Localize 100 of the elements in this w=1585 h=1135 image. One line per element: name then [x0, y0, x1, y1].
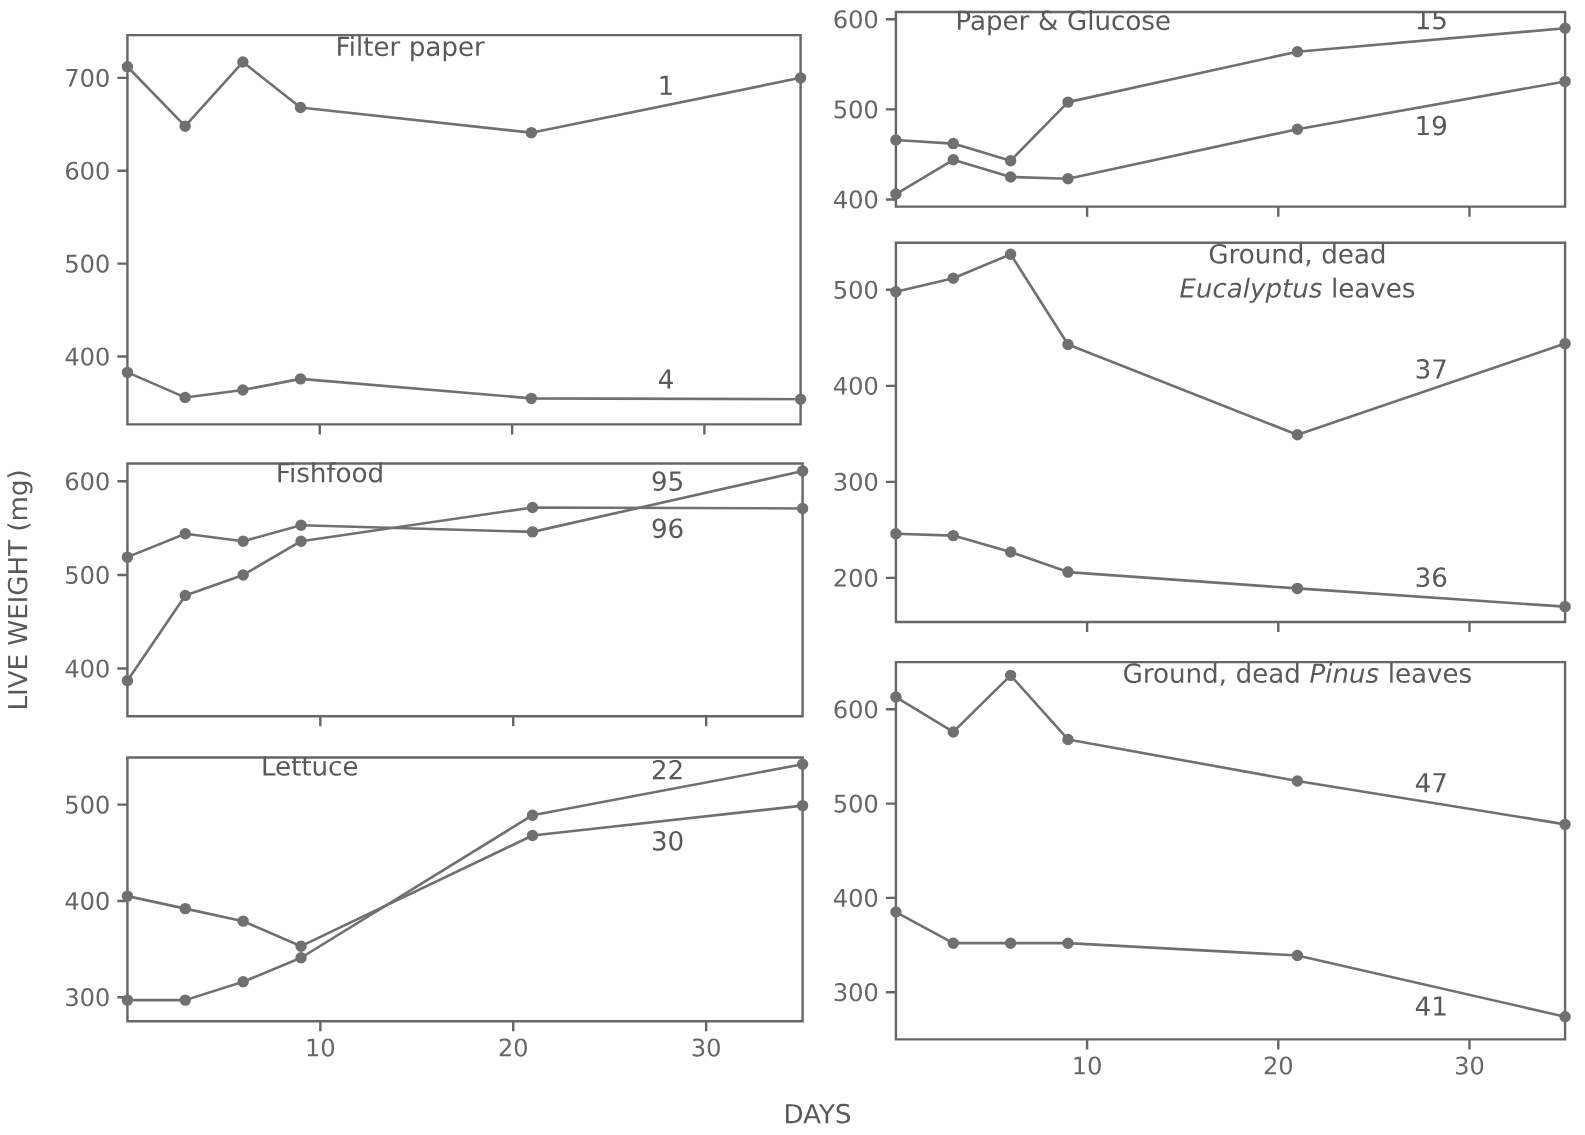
y-tick-label: 400 [65, 891, 109, 911]
y-tick-label: 500 [834, 280, 878, 300]
x-tick-label: 20 [1264, 1056, 1293, 1075]
y-tick-label: 500 [834, 794, 878, 813]
point [890, 188, 902, 200]
point [294, 373, 307, 385]
y-tick-label: 700 [66, 68, 109, 88]
y-tick-label: 600 [834, 700, 878, 719]
point [890, 691, 902, 703]
series-label: 30 [652, 831, 683, 851]
point [1559, 22, 1571, 35]
series-label: 1 [660, 75, 672, 95]
x-tick-label: 30 [692, 1038, 720, 1057]
y-tick-label: 400 [834, 376, 878, 396]
y-tick-label: 200 [834, 568, 878, 588]
point [1291, 775, 1304, 787]
series-label: 41 [1415, 996, 1446, 1016]
series-label: 96 [652, 518, 683, 539]
point [1559, 601, 1571, 613]
x-tick-label: 10 [307, 1038, 335, 1057]
point [794, 72, 807, 84]
point [947, 138, 959, 150]
x-tick-label: 10 [1074, 1056, 1101, 1075]
point [525, 127, 538, 139]
y-tick-label: 400 [834, 888, 878, 908]
point [179, 391, 191, 404]
point [237, 976, 249, 988]
series-label: 19 [1417, 115, 1446, 136]
x-tick-label: 20 [499, 1038, 527, 1057]
y-tick-label: 600 [66, 161, 109, 181]
point [1062, 937, 1074, 950]
point [294, 102, 307, 114]
point [796, 502, 809, 515]
point [1004, 171, 1017, 183]
point [890, 286, 902, 298]
point [237, 915, 249, 928]
point [796, 465, 809, 477]
y-tick-label: 400 [834, 190, 878, 209]
y-tick-label: 500 [66, 254, 109, 273]
point [1062, 733, 1074, 746]
point [179, 994, 192, 1006]
point [1559, 818, 1571, 831]
point [947, 726, 959, 738]
chart-title: Paper & Glucose [957, 10, 1170, 36]
point [525, 392, 538, 405]
point [121, 890, 134, 902]
y-tick-label: 300 [834, 472, 878, 492]
point [179, 903, 192, 915]
point [890, 134, 902, 146]
point [1004, 546, 1017, 558]
y-tick-label: 300 [66, 988, 109, 1007]
point [179, 120, 191, 133]
point [1004, 937, 1017, 950]
point [794, 393, 807, 406]
point [1062, 338, 1074, 351]
point [1062, 96, 1074, 109]
point [121, 551, 134, 564]
point [526, 501, 539, 514]
point [1559, 338, 1571, 350]
point [179, 589, 192, 602]
y-tick-label: 400 [65, 659, 109, 678]
point [526, 809, 539, 822]
point [1291, 46, 1304, 58]
point [295, 535, 307, 548]
point [947, 937, 959, 950]
point [179, 528, 192, 540]
x-tick-label: 30 [1455, 1056, 1484, 1075]
point [295, 940, 307, 953]
y-tick-label: 500 [66, 565, 109, 585]
point [1062, 173, 1074, 185]
point [295, 519, 307, 532]
point [1291, 429, 1304, 441]
point [121, 61, 134, 73]
series-label: 4 [658, 369, 673, 389]
point [526, 829, 539, 842]
point [1062, 566, 1074, 578]
point [237, 569, 249, 581]
series-label: 37 [1416, 359, 1446, 379]
chart-title: Fishfood [278, 462, 382, 483]
point [796, 800, 809, 812]
y-tick-label: 400 [65, 347, 109, 366]
series-label: 47 [1415, 773, 1446, 793]
point [1004, 669, 1017, 682]
chart-title: Ground, dead Pinus leaves [1124, 663, 1471, 686]
y-axis-title: LIVE WEIGHT (mg) [7, 471, 33, 709]
point [237, 535, 249, 548]
chart-title: Filter paper [338, 36, 485, 62]
point [121, 366, 134, 379]
point [237, 384, 249, 396]
point [121, 675, 134, 687]
x-axis-title: DAYS [786, 1103, 850, 1124]
point [947, 272, 959, 285]
y-tick-label: 300 [834, 983, 878, 1002]
point [890, 906, 902, 918]
series-label: 36 [1416, 567, 1447, 588]
series-label: 22 [652, 760, 682, 780]
point [295, 952, 307, 964]
y-tick-label: 500 [66, 795, 109, 814]
point [1291, 949, 1304, 962]
point [237, 56, 249, 68]
